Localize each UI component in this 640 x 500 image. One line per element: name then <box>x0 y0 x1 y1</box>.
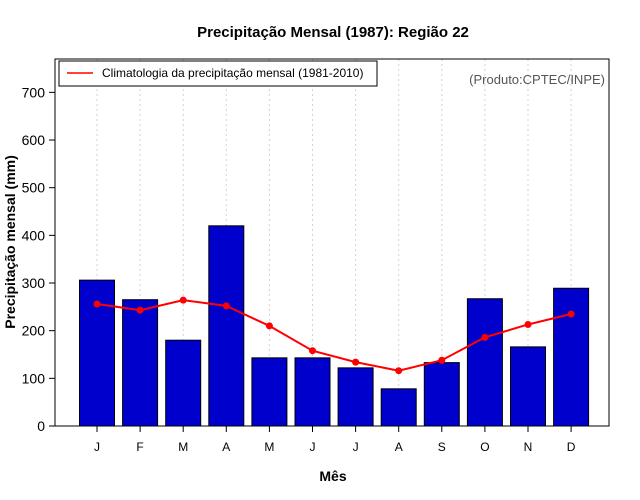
climatology-point-2 <box>136 306 144 314</box>
x-tick-label: A <box>395 440 403 454</box>
bar-12 <box>553 287 590 427</box>
climatology-point-8 <box>395 367 403 375</box>
x-tick-label: M <box>264 440 274 454</box>
climatology-point-10 <box>481 333 489 341</box>
climatology-point-9 <box>438 356 446 364</box>
bar-2 <box>122 299 159 427</box>
bar-10 <box>466 298 503 427</box>
climatology-point-12 <box>567 310 575 318</box>
source-annotation: (Produto:CPTEC/INPE) <box>469 72 605 87</box>
x-tick-label: S <box>438 440 446 454</box>
legend-box <box>58 60 378 87</box>
y-tick-label: 200 <box>22 323 46 339</box>
bar-11 <box>510 346 546 427</box>
x-axis-label: Mês <box>319 468 346 484</box>
x-tick-label: A <box>222 440 230 454</box>
x-tick-label: O <box>480 440 489 454</box>
climatology-point-7 <box>352 358 360 366</box>
climatology-point-3 <box>179 296 187 304</box>
climatology-point-11 <box>524 320 532 328</box>
x-tick-label: D <box>567 440 576 454</box>
x-tick-label: J <box>353 440 359 454</box>
y-axis-label: Precipitação mensal (mm) <box>2 155 18 329</box>
bar-8 <box>380 388 417 427</box>
y-tick-label: 700 <box>22 84 46 100</box>
y-tick-label: 400 <box>22 227 46 243</box>
climatology-line <box>96 299 572 372</box>
bar-4 <box>208 225 245 427</box>
plot-frame <box>54 58 610 427</box>
x-tick-label: F <box>136 440 143 454</box>
climatology-point-5 <box>265 322 273 330</box>
bar-5 <box>251 357 288 427</box>
x-tick-label: N <box>524 440 533 454</box>
x-tick-label: J <box>310 440 316 454</box>
bar-series <box>79 225 590 427</box>
bar-9 <box>423 362 460 427</box>
climatology-point-4 <box>222 302 230 310</box>
legend: Climatologia da precipitação mensal (198… <box>58 60 378 87</box>
x-tick-label: M <box>178 440 188 454</box>
bar-3 <box>165 339 202 427</box>
legend-entry-climatology: Climatologia da precipitação mensal (198… <box>102 66 363 80</box>
y-tick-label: 0 <box>37 418 45 434</box>
y-tick-label: 300 <box>22 275 46 291</box>
bar-7 <box>337 367 374 427</box>
climatology-point-1 <box>93 300 101 308</box>
y-tick-label: 100 <box>22 370 46 386</box>
bar-6 <box>294 357 331 427</box>
x-tick-label: J <box>94 440 100 454</box>
y-tick-label: 600 <box>22 132 46 148</box>
y-axis: 0 100 200 300 400 500 600 700 <box>22 84 55 434</box>
y-tick-label: 500 <box>22 180 46 196</box>
climatology-point-6 <box>309 347 316 355</box>
chart-title: Precipitação Mensal (1987): Região 22 <box>197 24 469 41</box>
climatology-series <box>93 296 575 375</box>
